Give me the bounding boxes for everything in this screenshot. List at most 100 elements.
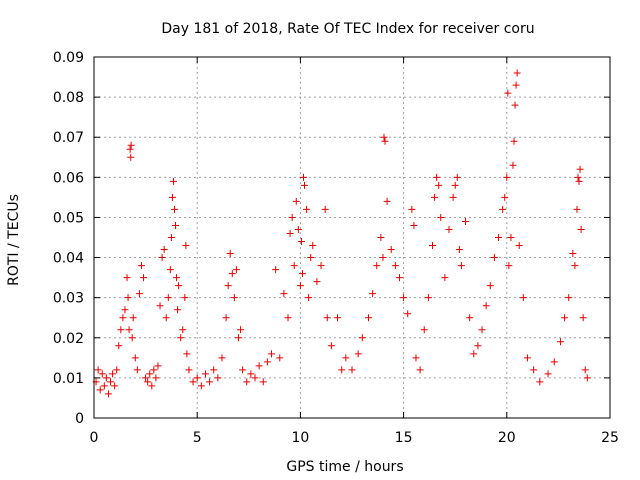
data-point [127, 141, 135, 149]
data-point [420, 326, 428, 334]
data-point [435, 181, 443, 189]
data-point [511, 101, 519, 109]
y-axis-label: ROTI / TECUs [6, 194, 22, 286]
data-point [119, 314, 127, 322]
x-tick-label: 15 [395, 430, 413, 446]
data-point [317, 262, 325, 270]
data-point [102, 374, 110, 382]
data-point [507, 234, 515, 241]
data-point [113, 366, 121, 374]
data-point [571, 262, 579, 270]
data-point [431, 193, 439, 201]
data-point [94, 366, 102, 374]
data-point [365, 314, 373, 322]
data-point [348, 366, 356, 374]
data-point [433, 173, 441, 181]
data-point [210, 366, 218, 374]
data-point [158, 254, 166, 262]
data-point [239, 366, 247, 374]
data-point [305, 294, 313, 302]
data-point [501, 193, 509, 201]
data-point [96, 386, 104, 394]
data-point [127, 153, 135, 161]
data-point [509, 161, 517, 169]
data-point [126, 145, 134, 153]
data-point [474, 342, 482, 350]
data-point [142, 374, 150, 382]
data-point [380, 133, 388, 141]
data-point [115, 342, 123, 350]
y-tick-label: 0.01 [53, 371, 84, 387]
data-point [466, 314, 474, 322]
data-point [168, 193, 176, 201]
data-point [131, 354, 139, 362]
data-point [486, 282, 494, 290]
data-point [237, 326, 245, 334]
data-point [303, 205, 311, 213]
data-point [173, 274, 181, 282]
data-point [288, 213, 296, 221]
data-point [228, 270, 236, 278]
data-point [523, 354, 531, 362]
y-tick-label: 0.04 [53, 251, 84, 267]
data-points [92, 69, 591, 398]
data-point [263, 358, 271, 366]
data-point [449, 193, 457, 201]
y-tick-label: 0.05 [53, 210, 84, 226]
data-point [354, 350, 362, 358]
data-point [137, 262, 145, 270]
data-point [255, 362, 263, 370]
data-point [286, 229, 294, 237]
data-point [338, 366, 346, 374]
data-point [140, 274, 148, 282]
data-point [166, 266, 174, 274]
data-point [206, 378, 214, 386]
data-point [181, 294, 189, 302]
data-point [576, 165, 584, 173]
x-tick-label: 10 [291, 430, 309, 446]
data-point [214, 374, 222, 382]
data-point [148, 382, 156, 390]
data-point [453, 173, 461, 181]
data-point [290, 262, 298, 270]
data-point [298, 270, 306, 278]
data-point [276, 354, 284, 362]
data-point [323, 314, 331, 322]
data-point [412, 354, 420, 362]
data-point [387, 246, 395, 254]
data-point [160, 246, 168, 254]
data-point [135, 290, 143, 298]
data-point [410, 221, 418, 229]
y-tick-label: 0.02 [53, 331, 84, 347]
data-point [513, 69, 521, 77]
data-point [577, 225, 585, 233]
data-point [234, 334, 242, 342]
data-point [561, 314, 569, 322]
data-point [301, 181, 309, 189]
data-point [544, 370, 552, 378]
data-point [175, 282, 183, 290]
data-point [154, 362, 162, 370]
data-point [504, 89, 512, 97]
data-point [495, 234, 503, 241]
data-point [505, 262, 513, 270]
data-point [121, 306, 129, 314]
data-point [292, 197, 300, 205]
data-point [98, 370, 106, 378]
data-point [575, 177, 583, 185]
data-point [179, 326, 187, 334]
data-point [111, 382, 119, 390]
data-point [104, 390, 112, 398]
data-point [296, 282, 304, 290]
data-point [297, 238, 305, 246]
data-point [512, 81, 520, 89]
data-point [268, 350, 276, 358]
y-tick-label: 0.09 [53, 50, 84, 66]
data-point [451, 181, 459, 189]
data-point [550, 358, 558, 366]
x-tick-label: 20 [498, 430, 516, 446]
data-point [133, 366, 141, 374]
x-axis-label: GPS time / hours [286, 459, 403, 475]
data-point [327, 342, 335, 350]
